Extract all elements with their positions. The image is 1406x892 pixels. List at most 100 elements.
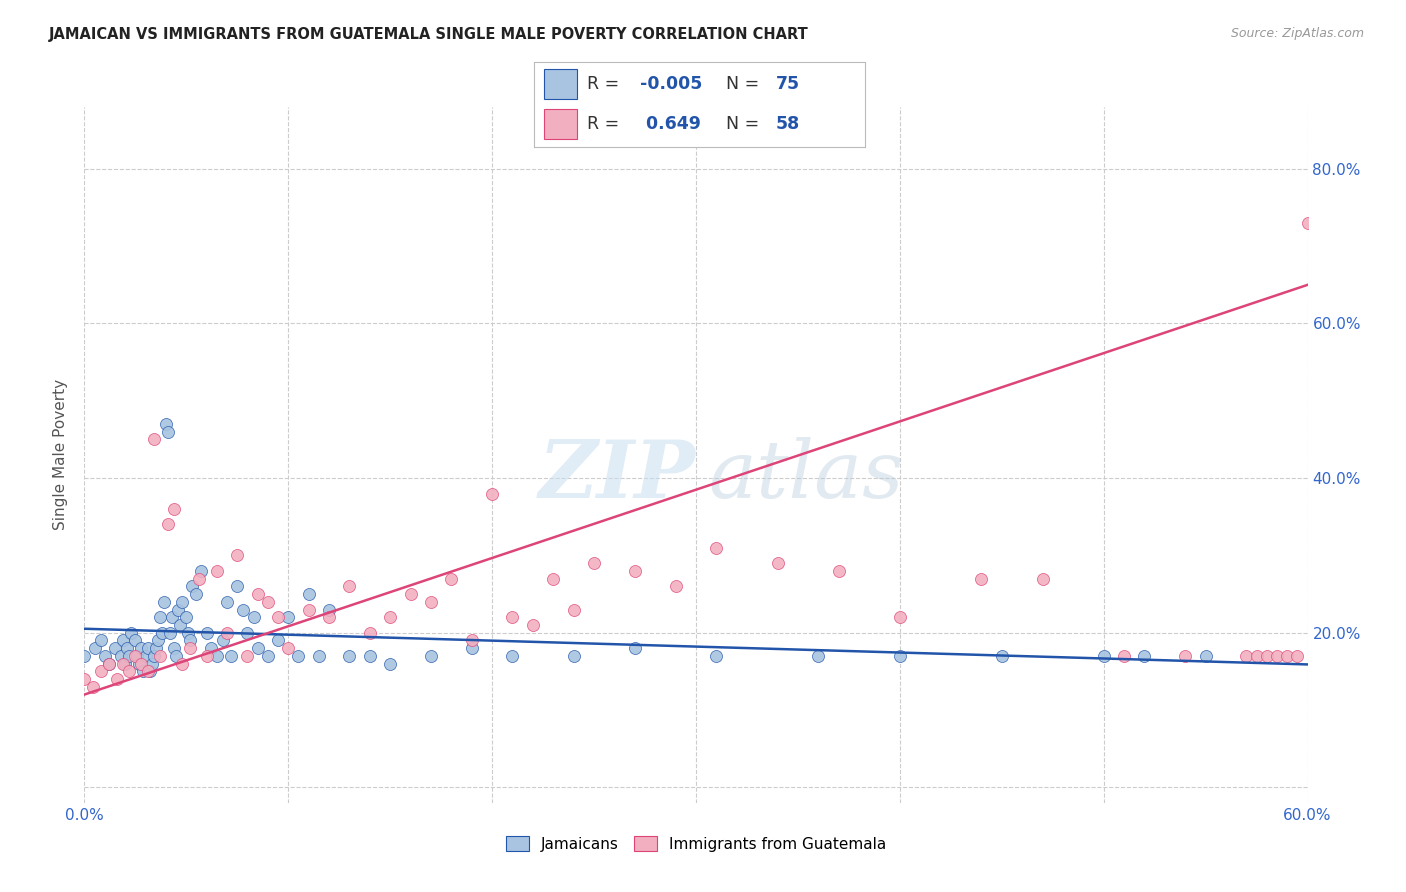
Point [135,648,157,663]
Point [583,556,606,570]
Y-axis label: Single Male Poverty: Single Male Poverty [53,379,69,531]
Point [1246,648,1268,663]
Point [195,625,218,640]
Text: JAMAICAN VS IMMIGRANTS FROM GUATEMALA SINGLE MALE POVERTY CORRELATION CHART: JAMAICAN VS IMMIGRANTS FROM GUATEMALA SI… [49,27,808,42]
Point [232,602,254,616]
Point [200,641,222,656]
Point [624,564,647,578]
Point [522,618,544,632]
Point [828,564,851,578]
Text: 0.649: 0.649 [640,115,700,133]
Point [195,648,218,663]
Point [399,587,422,601]
Point [165,648,187,663]
Point [246,587,269,601]
Text: R =: R = [588,115,624,133]
Point [706,648,728,663]
Point [766,556,789,570]
Point [172,657,194,671]
Point [277,641,299,656]
Point [502,610,524,624]
Point [624,641,647,656]
Point [380,610,402,624]
Point [181,579,204,593]
Point [90,633,112,648]
Point [562,602,585,616]
Point [318,610,340,624]
Point [73,648,96,663]
Point [1133,648,1156,663]
Point [226,549,249,563]
Text: -0.005: -0.005 [640,76,703,94]
Point [179,641,201,656]
Point [150,625,173,640]
Point [205,648,228,663]
Point [308,648,330,663]
Point [118,648,141,663]
Point [1092,648,1115,663]
Text: N =: N = [725,115,765,133]
Point [141,657,163,671]
Point [136,641,159,656]
Point [267,633,290,648]
Point [169,618,191,632]
Point [236,648,259,663]
Text: 58: 58 [776,115,800,133]
Point [1195,648,1218,663]
Point [163,641,186,656]
Point [1032,572,1054,586]
Point [172,595,194,609]
Point [298,602,321,616]
Point [149,648,172,663]
Point [190,564,212,578]
Point [114,657,136,671]
Point [90,665,112,679]
Point [93,648,115,663]
Point [339,579,361,593]
Point [359,648,381,663]
Point [115,641,138,656]
Point [163,502,186,516]
Point [217,595,239,609]
Point [112,657,135,671]
Point [242,610,264,624]
Point [136,665,159,679]
Point [807,648,830,663]
Point [132,665,155,679]
Point [481,486,503,500]
Point [461,633,484,648]
Point [380,657,402,671]
Text: R =: R = [588,76,624,94]
Point [142,433,165,447]
Point [110,648,132,663]
Point [889,610,911,624]
Point [138,665,160,679]
Point [1114,648,1136,663]
Point [246,641,269,656]
Point [142,648,165,663]
Point [131,657,153,671]
Point [277,610,299,624]
Point [145,641,167,656]
Bar [544,70,578,99]
Point [226,579,249,593]
Point [160,610,183,624]
Point [298,587,321,601]
Point [287,648,309,663]
Bar [544,109,578,139]
Point [124,633,146,648]
Point [118,665,141,679]
Point [159,625,181,640]
Point [440,572,463,586]
Point [1174,648,1197,663]
Point [420,648,443,663]
Point [179,633,201,648]
Point [120,625,142,640]
Point [706,541,728,555]
Point [128,657,150,671]
Text: atlas: atlas [709,437,904,515]
Point [112,633,135,648]
Point [1236,648,1258,663]
Text: Source: ZipAtlas.com: Source: ZipAtlas.com [1230,27,1364,40]
Point [187,572,209,586]
